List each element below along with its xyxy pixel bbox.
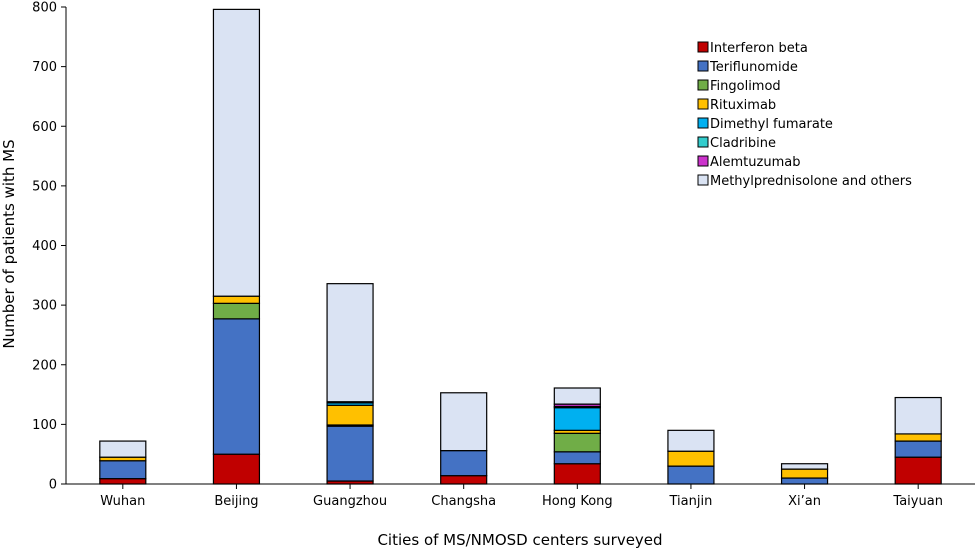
bar-xi-an-rituximab xyxy=(780,468,829,479)
legend-label-interferon-beta: Interferon beta xyxy=(710,41,808,56)
bars xyxy=(99,8,942,485)
bar-wuhan-teriflunomide xyxy=(99,460,147,480)
bar-beijing-teriflunomide xyxy=(212,318,261,455)
x-tick-label: Changsha xyxy=(431,494,496,509)
y-tick-label: 800 xyxy=(32,1,57,16)
legend-swatch-fingolimod xyxy=(697,79,709,91)
legend-label-teriflunomide: Teriflunomide xyxy=(709,60,798,75)
bar-tianjin-rituximab xyxy=(667,450,715,467)
y-tick-label: 400 xyxy=(32,239,57,254)
legend-label-fingolimod: Fingolimod xyxy=(710,79,781,94)
bar-beijing-rituximab xyxy=(212,295,261,304)
bar-guangzhou-methylprednisolone-and-others xyxy=(326,283,374,403)
legend: Interferon beta Teriflunomide Fingolimod Ri… xyxy=(697,41,912,189)
bar-hong-kong-interferon-beta xyxy=(553,463,601,485)
y-tick-label: 0 xyxy=(49,478,57,493)
y-tick-label: 500 xyxy=(32,179,57,194)
y-tick-label: 600 xyxy=(32,120,57,135)
x-tick-label: Xi’an xyxy=(788,494,821,509)
bar-changsha-teriflunomide xyxy=(440,450,488,477)
bar-beijing-methylprednisolone-and-others xyxy=(212,8,261,297)
legend-swatch-alemtuzumab xyxy=(697,155,709,167)
legend-label-dimethyl-fumarate: Dimethyl fumarate xyxy=(710,117,833,132)
y-axis-title: Number of patients with MS xyxy=(0,139,18,348)
bar-xi-an-methylprednisolone-and-others xyxy=(780,463,829,470)
x-tick-label: Taiyuan xyxy=(892,494,943,509)
bar-hong-kong-fingolimod xyxy=(553,432,601,453)
bar-beijing-fingolimod xyxy=(212,302,261,320)
legend-label-methylprednisolone-and-others: Methylprednisolone and others xyxy=(710,174,912,189)
legend-label-alemtuzumab: Alemtuzumab xyxy=(710,155,800,170)
x-tick-label: Guangzhou xyxy=(313,494,387,509)
x-tick-label: Wuhan xyxy=(100,494,145,509)
y-tick-label: 100 xyxy=(32,418,57,433)
legend-swatch-rituximab xyxy=(697,98,709,110)
y-tick-label: 200 xyxy=(32,358,57,373)
legend-swatch-interferon-beta xyxy=(697,41,709,53)
bar-changsha-methylprednisolone-and-others xyxy=(440,392,488,452)
x-tick-label: Hong Kong xyxy=(542,494,613,509)
legend-swatch-cladribine xyxy=(697,136,709,148)
x-axis-title: Cities of MS/NMOSD centers surveyed xyxy=(377,531,662,549)
bar-hong-kong-dimethyl-fumarate xyxy=(553,407,601,431)
bar-taiyuan-rituximab xyxy=(894,433,942,442)
x-tick-labels: Wuhan Beijing Guangzhou Changsha Hong Kong Ti… xyxy=(100,484,943,509)
bar-wuhan-interferon-beta xyxy=(99,478,147,485)
bar-guangzhou-rituximab xyxy=(326,404,374,426)
bar-tianjin-teriflunomide xyxy=(667,465,715,485)
legend-label-cladribine: Cladribine xyxy=(710,136,776,151)
bar-beijing-interferon-beta xyxy=(212,453,261,485)
legend-label-rituximab: Rituximab xyxy=(710,98,776,113)
bar-hong-kong-methylprednisolone-and-others xyxy=(553,387,601,405)
x-tick-label: Beijing xyxy=(214,494,258,509)
bar-xi-an-teriflunomide xyxy=(780,477,829,485)
bar-hong-kong-teriflunomide xyxy=(553,451,601,465)
y-tick-label: 700 xyxy=(32,60,57,75)
legend-swatch-methylprednisolone-and-others xyxy=(697,174,709,186)
bar-guangzhou-teriflunomide xyxy=(326,425,374,482)
y-tick-label: 300 xyxy=(32,299,57,314)
bar-taiyuan-teriflunomide xyxy=(894,440,942,458)
axes: 0 100 200 300 400 500 600 700 800 xyxy=(32,1,975,493)
bar-wuhan-methylprednisolone-and-others xyxy=(99,440,147,458)
x-tick-label: Tianjin xyxy=(669,494,713,509)
legend-swatch-teriflunomide xyxy=(697,60,709,72)
bar-taiyuan-methylprednisolone-and-others xyxy=(894,396,942,435)
legend-swatch-dimethyl-fumarate xyxy=(697,117,709,129)
bar-tianjin-methylprednisolone-and-others xyxy=(667,429,715,452)
bar-changsha-interferon-beta xyxy=(440,475,488,485)
bar-taiyuan-interferon-beta xyxy=(894,456,942,485)
